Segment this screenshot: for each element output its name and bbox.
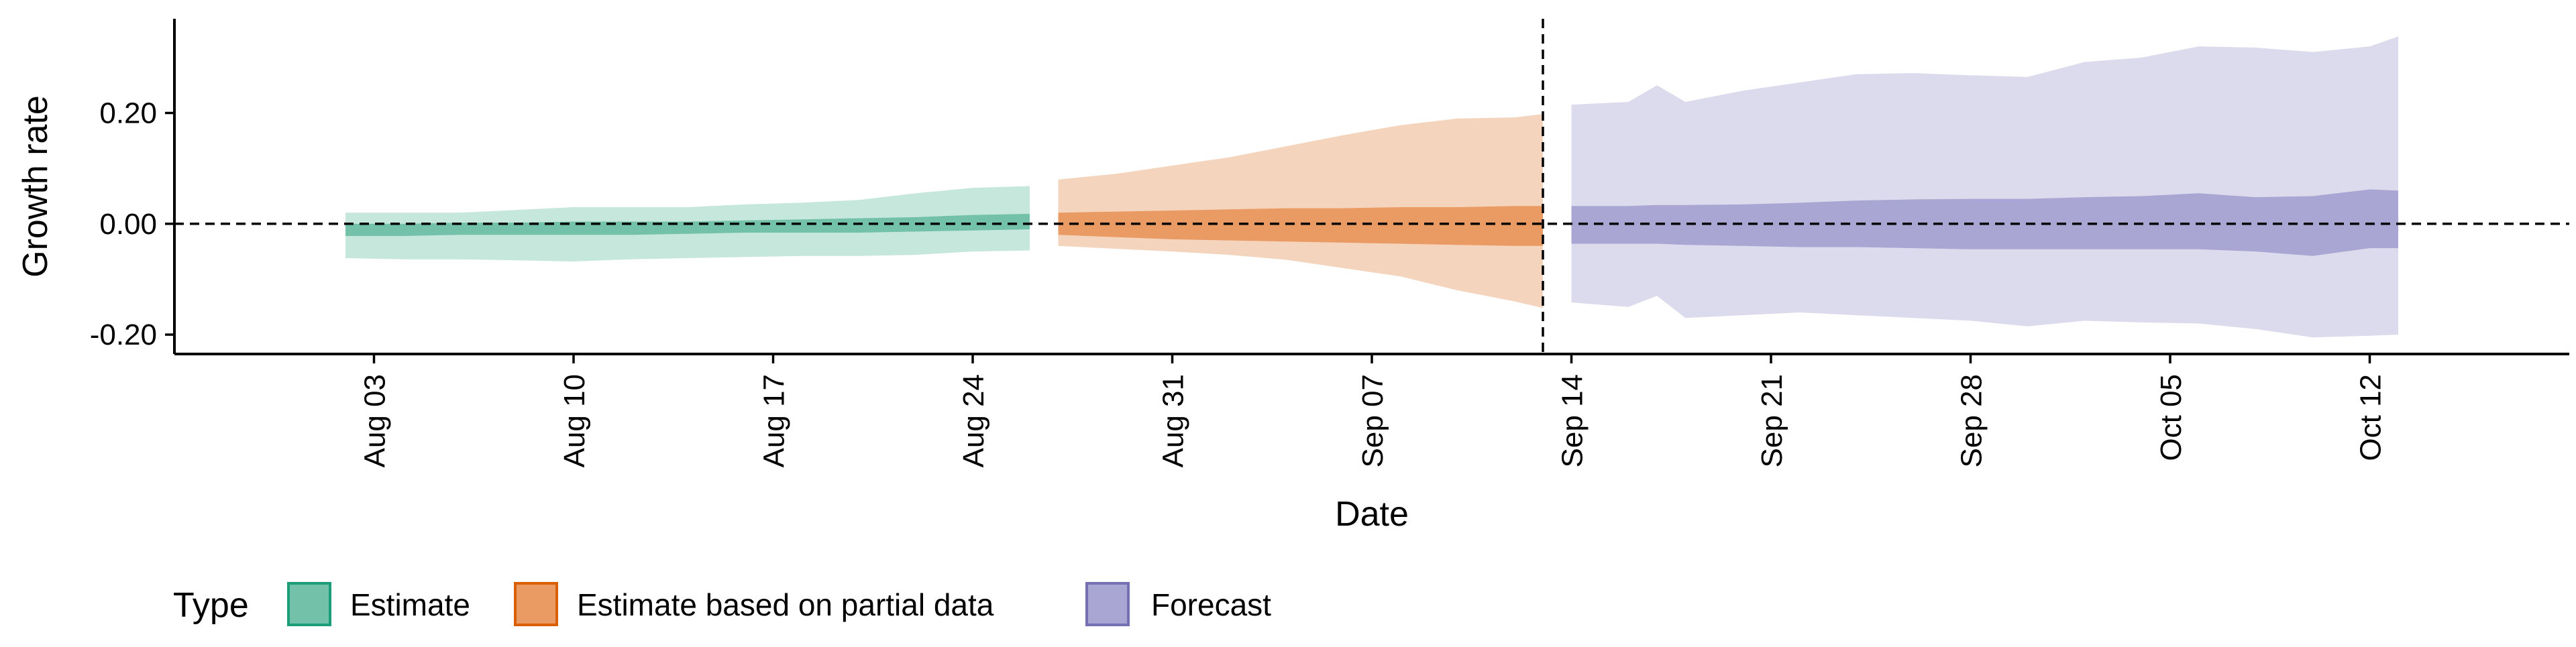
y-tick-label: 0.00 bbox=[99, 208, 157, 241]
x-tick-label: Sep 21 bbox=[1756, 374, 1788, 467]
x-axis-title: Date bbox=[1335, 495, 1409, 534]
x-tick-label: Sep 07 bbox=[1356, 374, 1389, 467]
x-tick-label: Aug 03 bbox=[359, 374, 392, 467]
band-outer-series-3 bbox=[1571, 36, 2398, 338]
x-tick-label: Oct 12 bbox=[2355, 374, 2387, 461]
legend-title: Type bbox=[173, 586, 249, 625]
y-tick-label: -0.20 bbox=[90, 318, 157, 351]
legend-label-1: Estimate bbox=[350, 587, 470, 622]
x-tick-label: Aug 17 bbox=[758, 374, 791, 467]
x-tick-label: Oct 05 bbox=[2155, 374, 2188, 461]
x-tick-label: Sep 28 bbox=[1955, 374, 1988, 467]
legend-key-2 bbox=[514, 582, 558, 626]
legend-key-3 bbox=[1085, 582, 1130, 626]
legend-label-3: Forecast bbox=[1151, 587, 1271, 622]
legend-label-2: Estimate based on partial data bbox=[577, 587, 994, 622]
legend-key-1 bbox=[287, 582, 331, 626]
legend: Type Estimate Estimate based on partial d… bbox=[173, 582, 1271, 626]
x-tick-label: Aug 31 bbox=[1157, 374, 1190, 467]
axes-layer: -0.20 0.00 0.20 Aug 03 Aug 10 Aug 17 Aug 24 Aug… bbox=[90, 19, 2569, 467]
band-inner-series-2 bbox=[1058, 206, 1543, 246]
reference-lines-layer bbox=[174, 19, 2569, 354]
x-tick-label: Aug 24 bbox=[957, 374, 990, 467]
x-tick-label: Aug 10 bbox=[558, 374, 591, 467]
x-tick-label: Sep 14 bbox=[1556, 374, 1589, 467]
y-tick-label: 0.20 bbox=[99, 97, 157, 129]
y-axis-title: Growth rate bbox=[16, 95, 55, 278]
bands-layer bbox=[345, 36, 2398, 338]
